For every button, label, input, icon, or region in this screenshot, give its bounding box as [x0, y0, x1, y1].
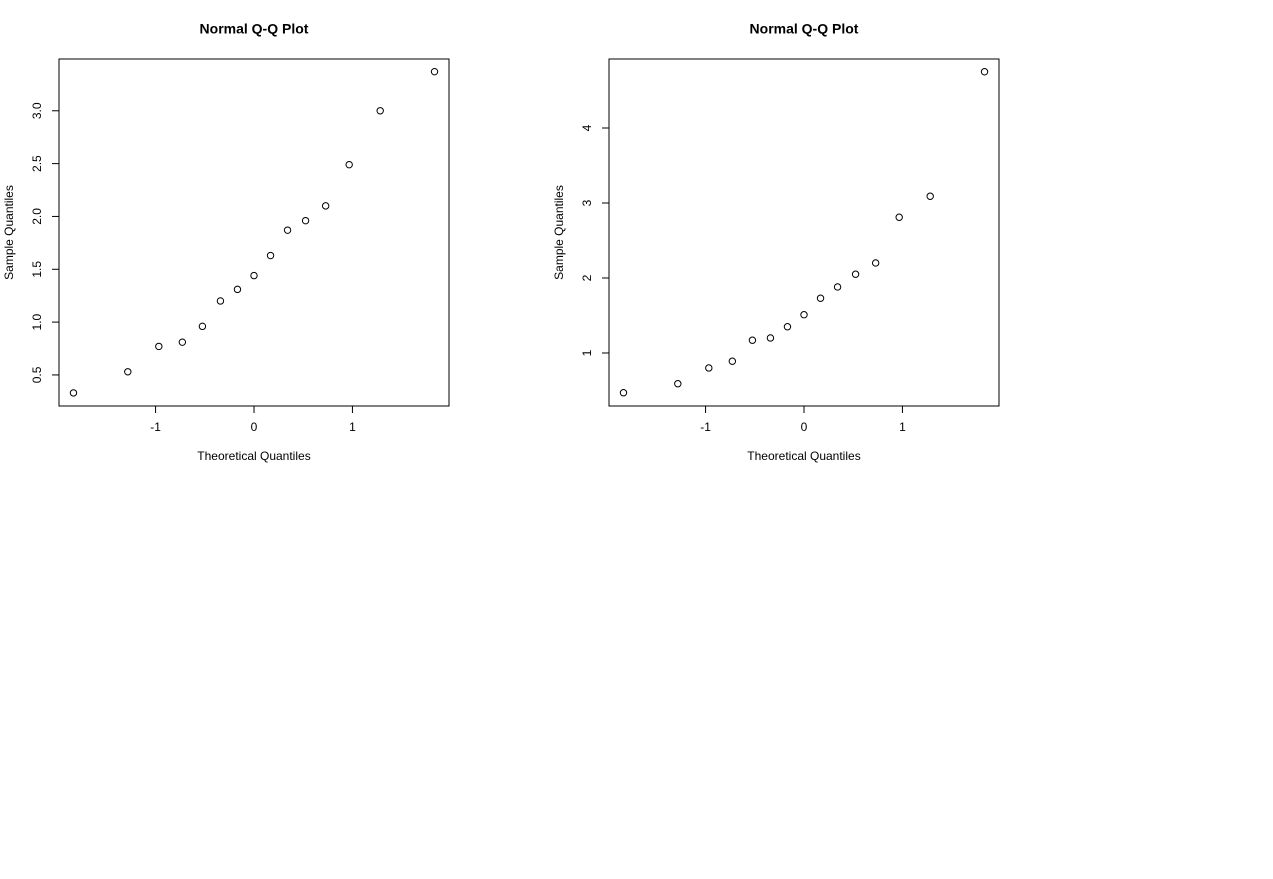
point: [430, 67, 439, 76]
point: [705, 364, 713, 372]
y-axis-label: Sample Quantiles: [552, 185, 566, 280]
point: [833, 283, 842, 291]
point: [895, 213, 903, 221]
point: [124, 368, 132, 376]
plot-frame: [608, 58, 1000, 407]
point: [619, 389, 628, 397]
chart-title: Normal Q-Q Plot: [750, 21, 859, 37]
point: [216, 297, 225, 305]
x-tick-label: 1: [899, 420, 906, 434]
plot-frame: [58, 58, 450, 407]
point: [748, 336, 757, 344]
y-tick-label: 1.0: [30, 313, 44, 330]
x-tick-label: 1: [349, 420, 356, 434]
point: [321, 202, 330, 210]
x-axis-label: Theoretical Quantiles: [197, 449, 310, 463]
y-tick-label: 2: [580, 274, 594, 281]
point: [178, 338, 187, 346]
x-axis-label: Theoretical Quantiles: [747, 449, 860, 463]
point: [376, 107, 384, 115]
y-tick-label: 3.0: [30, 102, 44, 119]
x-tick-label: 0: [801, 420, 808, 434]
point: [283, 226, 292, 234]
y-axis-label: Sample Quantiles: [2, 185, 16, 280]
point: [766, 334, 775, 342]
point: [345, 160, 353, 169]
y-tick-label: 1.5: [30, 261, 44, 278]
y-tick-label: 3: [580, 199, 594, 206]
point: [674, 380, 682, 388]
point: [851, 270, 860, 278]
point: [266, 251, 275, 260]
y-tick-label: 2.5: [30, 155, 44, 172]
point: [783, 323, 792, 331]
point: [155, 342, 163, 351]
point: [800, 311, 808, 319]
point: [233, 285, 242, 294]
point: [301, 216, 310, 225]
point: [816, 294, 825, 302]
x-tick-label: -1: [700, 420, 711, 434]
y-tick-label: 4: [580, 124, 594, 131]
y-tick-label: 2.0: [30, 208, 44, 225]
point: [198, 322, 207, 331]
chart-title: Normal Q-Q Plot: [200, 21, 309, 37]
y-tick-label: 0.5: [30, 366, 44, 383]
point: [871, 259, 880, 267]
point: [250, 271, 258, 280]
point: [69, 389, 78, 397]
point: [926, 192, 934, 200]
point: [980, 68, 989, 76]
y-tick-label: 1: [580, 349, 594, 356]
x-tick-label: -1: [150, 420, 161, 434]
x-tick-label: 0: [251, 420, 258, 434]
point: [728, 357, 737, 365]
